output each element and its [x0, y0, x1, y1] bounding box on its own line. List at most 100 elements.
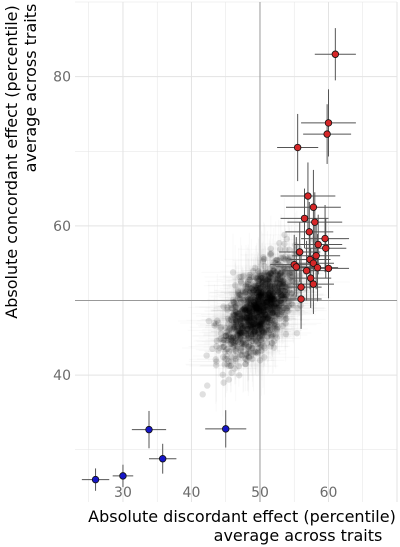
- cloud-point: [256, 304, 263, 311]
- cloud-point: [254, 305, 261, 313]
- x-tick-label: 40: [183, 485, 201, 501]
- cloud-point: [260, 255, 268, 262]
- cloud-point: [240, 343, 247, 351]
- cloud-point: [243, 335, 250, 343]
- cloud-point: [286, 282, 293, 289]
- cloud-point: [238, 273, 245, 281]
- cloud-point: [246, 300, 254, 307]
- cloud-point: [257, 322, 264, 329]
- cloud-point: [281, 283, 289, 290]
- cloud-point: [250, 298, 257, 306]
- cloud-point: [275, 295, 283, 303]
- cloud-point: [273, 308, 280, 315]
- cloud-point: [231, 282, 239, 289]
- cloud-point: [276, 282, 283, 290]
- cloud-point: [238, 307, 246, 315]
- cloud-point: [264, 277, 271, 285]
- cloud-point: [274, 279, 281, 287]
- cloud-point: [251, 320, 258, 327]
- cloud-point: [212, 320, 220, 328]
- cloud-point: [277, 290, 284, 297]
- cloud-point: [250, 320, 257, 327]
- cloud-point: [213, 343, 220, 350]
- cloud-point: [251, 335, 258, 342]
- cloud-point: [248, 319, 256, 326]
- cloud-point: [237, 334, 244, 342]
- cloud-point: [259, 321, 266, 329]
- cloud-point: [250, 317, 258, 324]
- cloud-point: [240, 306, 247, 313]
- cloud-point: [245, 328, 252, 336]
- cloud-point: [255, 339, 262, 347]
- cloud-point: [278, 302, 285, 310]
- cloud-point: [244, 331, 252, 339]
- cloud-point: [246, 322, 253, 329]
- cloud-point: [247, 321, 254, 328]
- cloud-point: [256, 334, 263, 341]
- cloud-point: [270, 303, 277, 310]
- cloud-point: [269, 289, 276, 296]
- cloud-point: [268, 334, 275, 341]
- cloud-point: [249, 343, 256, 350]
- cloud-point: [252, 305, 259, 312]
- cloud-point: [257, 344, 264, 351]
- cloud-point: [251, 301, 258, 308]
- cloud-point: [242, 355, 249, 363]
- cloud-point: [258, 309, 265, 316]
- cloud-point: [266, 295, 274, 303]
- cloud-point: [242, 288, 250, 295]
- cloud-point: [257, 302, 264, 310]
- cloud-point: [250, 307, 257, 315]
- cloud-point: [258, 313, 265, 320]
- cloud-point: [246, 289, 254, 297]
- cloud-point: [251, 292, 258, 299]
- cloud-point: [269, 307, 276, 314]
- cloud-point: [228, 340, 235, 348]
- cloud-point: [231, 324, 238, 331]
- cloud-point: [277, 299, 284, 307]
- cloud-point: [228, 304, 235, 312]
- cloud-point: [241, 313, 249, 320]
- cloud-point: [254, 349, 261, 357]
- cloud-point: [255, 315, 263, 323]
- cloud-point: [265, 315, 272, 322]
- cloud-point: [264, 282, 271, 290]
- cloud-point: [228, 340, 235, 347]
- cloud-point: [232, 337, 239, 344]
- cloud-point: [275, 289, 283, 296]
- cloud-point: [255, 313, 262, 321]
- cloud-point: [271, 297, 278, 305]
- cloud-point: [230, 333, 238, 341]
- cloud-point: [270, 302, 278, 309]
- cloud-point: [241, 289, 249, 297]
- cloud-point: [252, 337, 259, 345]
- cloud-point: [260, 298, 267, 305]
- cloud-point: [247, 323, 254, 331]
- cloud-point: [264, 301, 271, 308]
- cloud-point: [251, 328, 258, 335]
- cloud-point: [270, 259, 277, 266]
- cloud-point: [268, 296, 276, 303]
- cloud-point: [252, 349, 260, 356]
- cloud-point: [273, 279, 281, 286]
- cloud-point: [277, 293, 285, 300]
- cloud-point: [253, 309, 261, 316]
- cloud-point: [205, 317, 212, 325]
- cloud-point: [239, 328, 247, 335]
- cloud-point: [240, 272, 247, 280]
- cloud-point: [253, 309, 260, 316]
- cloud-point: [278, 299, 286, 307]
- cloud-point: [252, 324, 260, 332]
- cloud-point: [252, 305, 260, 313]
- cloud-point: [269, 340, 276, 347]
- cloud-point: [263, 318, 270, 326]
- cloud-point: [252, 303, 259, 311]
- cloud-point: [254, 313, 261, 321]
- cloud-point: [226, 325, 233, 332]
- cloud-point: [251, 317, 258, 324]
- cloud-point: [247, 329, 254, 337]
- cloud-point: [263, 325, 271, 332]
- cloud-point: [254, 340, 262, 348]
- cloud-point: [289, 301, 296, 309]
- cloud-point: [240, 314, 247, 321]
